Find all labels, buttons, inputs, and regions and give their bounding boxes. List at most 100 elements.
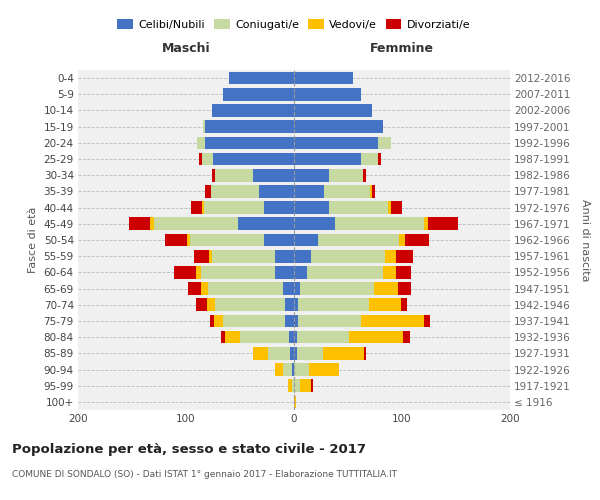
Bar	[210, 314, 214, 328]
Bar	[349, 331, 403, 344]
Bar	[294, 88, 361, 101]
Bar	[275, 266, 294, 278]
Bar	[286, 298, 294, 311]
Bar	[298, 314, 361, 328]
Bar	[211, 185, 259, 198]
Bar	[297, 347, 323, 360]
Bar	[294, 104, 372, 117]
Bar	[190, 234, 264, 246]
Bar	[154, 218, 238, 230]
Bar	[202, 202, 205, 214]
Bar	[212, 250, 275, 262]
Bar	[292, 380, 294, 392]
Bar	[205, 202, 264, 214]
Bar	[191, 202, 202, 214]
Bar	[223, 88, 294, 101]
Bar	[264, 202, 294, 214]
Bar	[212, 104, 294, 117]
Bar	[223, 314, 286, 328]
Bar	[405, 234, 429, 246]
Bar	[309, 363, 340, 376]
Bar	[294, 266, 307, 278]
Bar	[294, 169, 329, 181]
Bar	[166, 234, 187, 246]
Bar	[294, 136, 378, 149]
Bar	[253, 169, 294, 181]
Y-axis label: Anni di nascita: Anni di nascita	[580, 198, 590, 281]
Bar	[363, 169, 367, 181]
Bar	[290, 347, 294, 360]
Bar	[199, 152, 202, 166]
Bar	[196, 298, 206, 311]
Bar	[283, 363, 292, 376]
Bar	[370, 185, 372, 198]
Bar	[301, 282, 374, 295]
Bar	[205, 120, 294, 133]
Bar	[197, 136, 205, 149]
Bar	[294, 331, 297, 344]
Bar	[294, 250, 311, 262]
Bar	[238, 218, 294, 230]
Bar	[208, 282, 283, 295]
Bar	[174, 266, 196, 278]
Bar	[318, 234, 399, 246]
Bar	[388, 202, 391, 214]
Bar	[398, 282, 410, 295]
Bar	[201, 282, 208, 295]
Bar	[294, 314, 298, 328]
Bar	[329, 169, 363, 181]
Bar	[203, 120, 205, 133]
Bar	[287, 380, 292, 392]
Bar	[361, 152, 378, 166]
Bar	[374, 282, 398, 295]
Bar	[187, 234, 190, 246]
Bar	[215, 169, 253, 181]
Bar	[311, 250, 385, 262]
Bar	[323, 347, 364, 360]
Bar	[294, 72, 353, 85]
Bar	[151, 218, 154, 230]
Bar	[240, 331, 289, 344]
Bar	[214, 314, 223, 328]
Bar	[286, 314, 294, 328]
Bar	[206, 298, 215, 311]
Text: COMUNE DI SONDALO (SO) - Dati ISTAT 1° gennaio 2017 - Elaborazione TUTTITALIA.IT: COMUNE DI SONDALO (SO) - Dati ISTAT 1° g…	[12, 470, 397, 479]
Bar	[428, 218, 458, 230]
Bar	[268, 347, 290, 360]
Bar	[129, 218, 151, 230]
Bar	[294, 380, 301, 392]
Bar	[399, 234, 405, 246]
Bar	[372, 185, 375, 198]
Bar	[378, 152, 382, 166]
Bar	[294, 202, 329, 214]
Bar	[294, 185, 324, 198]
Bar	[215, 298, 286, 311]
Text: Maschi: Maschi	[161, 42, 211, 54]
Bar	[368, 298, 401, 311]
Text: Popolazione per età, sesso e stato civile - 2017: Popolazione per età, sesso e stato civil…	[12, 442, 366, 456]
Bar	[205, 185, 211, 198]
Bar	[311, 380, 313, 392]
Bar	[201, 266, 275, 278]
Bar	[275, 363, 283, 376]
Y-axis label: Fasce di età: Fasce di età	[28, 207, 38, 273]
Bar	[294, 347, 297, 360]
Bar	[275, 250, 294, 262]
Bar	[335, 218, 424, 230]
Bar	[395, 266, 410, 278]
Bar	[209, 250, 212, 262]
Bar	[324, 185, 370, 198]
Bar	[294, 152, 361, 166]
Bar	[188, 282, 201, 295]
Bar	[294, 282, 301, 295]
Bar	[424, 314, 430, 328]
Bar	[205, 136, 294, 149]
Bar	[292, 363, 294, 376]
Bar	[364, 347, 367, 360]
Bar	[229, 72, 294, 85]
Bar	[294, 234, 318, 246]
Bar	[383, 266, 395, 278]
Bar	[294, 218, 335, 230]
Bar	[297, 331, 349, 344]
Bar	[196, 266, 201, 278]
